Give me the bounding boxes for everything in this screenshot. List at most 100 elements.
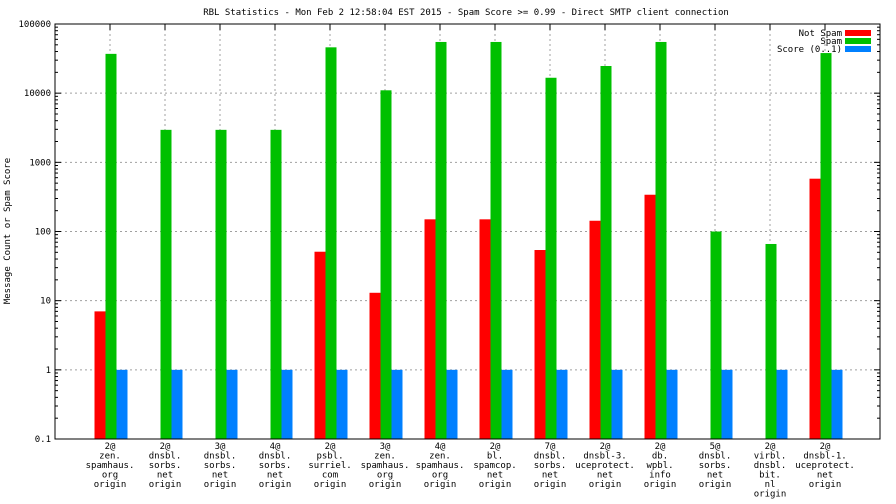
x-tick-label-line: origin: [259, 480, 292, 490]
axes: [54, 23, 881, 440]
bar-score-0-1: [831, 369, 843, 439]
y-axis-label: Message Count or Spam Score: [3, 158, 13, 304]
bar-not-spam: [314, 251, 326, 439]
x-tick-label-line: nl: [765, 480, 776, 490]
x-tick-label-line: uceprotect.: [575, 461, 635, 471]
bar-not-spam: [479, 219, 491, 439]
bar-score-0-1: [226, 369, 238, 439]
chart-title: RBL Statistics - Mon Feb 2 12:58:04 EST …: [203, 8, 729, 18]
x-tick-label-line: sorbs.: [699, 461, 732, 471]
x-tick-label-line: org: [377, 471, 393, 481]
bar-score-0-1: [721, 369, 733, 439]
x-tick-label-line: org: [102, 471, 118, 481]
bars: [94, 41, 843, 439]
x-tick-label: 2@ dnsbl-1. uceprotect. net origin: [795, 442, 855, 490]
x-tick-label: 3@ zen. spamhaus. org origin: [361, 442, 410, 490]
bar-score-0-1: [391, 369, 403, 439]
x-tick-label-line: bit.: [759, 471, 781, 481]
bar-not-spam: [369, 292, 381, 439]
y-tick-label: 1000: [29, 158, 51, 168]
bar-not-spam: [424, 219, 436, 439]
bar-score-0-1: [336, 369, 348, 439]
x-tick-label-line: 2@: [490, 442, 501, 452]
bar-score-0-1: [776, 369, 788, 439]
x-tick-label-line: 2@: [160, 442, 171, 452]
x-tick-label-line: 2@: [105, 442, 116, 452]
x-tick-label-line: sorbs.: [534, 461, 567, 471]
x-tick-label-line: surriel.: [308, 461, 351, 471]
x-tick-label-line: origin: [149, 480, 182, 490]
bar-spam: [600, 66, 612, 439]
x-tick-label-line: bl.: [487, 452, 503, 462]
x-tick-label-line: spamcop.: [473, 461, 516, 471]
legend-swatch: [845, 30, 871, 36]
x-tick-label-line: info: [649, 471, 671, 481]
x-tick-label-line: dnsbl.: [754, 461, 787, 471]
x-tick-label-line: origin: [479, 480, 512, 490]
bar-score-0-1: [171, 369, 183, 439]
x-tick-label-line: zen.: [429, 452, 451, 462]
x-tick-label-line: origin: [809, 480, 842, 490]
y-tick-label: 1: [46, 366, 51, 376]
y-tick-label: 0.1: [35, 435, 51, 445]
x-tick-label-line: org: [432, 471, 448, 481]
bar-not-spam: [589, 220, 601, 439]
bar-score-0-1: [611, 369, 623, 439]
legend-label: Not Spam: [799, 29, 842, 39]
x-tick-label: 4@ zen. spamhaus. org origin: [416, 442, 465, 490]
x-tick-label-line: db.: [652, 452, 668, 462]
x-tick-label-line: 2@: [655, 442, 666, 452]
x-tick-label-line: 2@: [600, 442, 611, 452]
bar-score-0-1: [281, 369, 293, 439]
x-tick-label-line: net: [707, 471, 723, 481]
legend-label: Spam: [820, 37, 842, 47]
x-tick-label: 7@ dnsbl. sorbs. net origin: [534, 442, 567, 490]
bar-score-0-1: [501, 369, 513, 439]
x-tick-label-line: net: [597, 471, 613, 481]
bar-spam: [710, 231, 722, 439]
x-tick-label-line: net: [157, 471, 173, 481]
plot-frame: [54, 23, 881, 440]
x-tick-label-line: origin: [644, 480, 677, 490]
x-tick-label: 2@ db. wpbl. info origin: [644, 442, 677, 490]
x-tick-label-line: 4@: [270, 442, 281, 452]
x-tick-label-line: dnsbl.: [259, 452, 292, 462]
x-tick-label: 4@ dnsbl. sorbs. net origin: [259, 442, 292, 490]
bar-score-0-1: [666, 369, 678, 439]
bar-spam: [435, 41, 447, 439]
bar-score-0-1: [116, 369, 128, 439]
x-tick-label-line: 5@: [710, 442, 721, 452]
x-tick-label-line: spamhaus.: [416, 461, 465, 471]
x-tick-label-line: net: [817, 471, 833, 481]
bar-spam: [270, 129, 282, 439]
x-tick-label-line: dnsbl-3.: [583, 452, 626, 462]
x-tick-label-line: origin: [94, 480, 127, 490]
legend-swatch: [845, 46, 871, 52]
x-tick-label-line: net: [267, 471, 283, 481]
bar-spam: [160, 129, 172, 439]
bar-not-spam: [809, 178, 821, 439]
x-tick-label-line: origin: [534, 480, 567, 490]
x-tick-label-line: 2@: [325, 442, 336, 452]
bar-not-spam: [644, 194, 656, 439]
x-tick-label-line: sorbs.: [204, 461, 237, 471]
bar-spam: [325, 47, 337, 439]
x-tick-label-line: spamhaus.: [361, 461, 410, 471]
x-tick-label-line: 3@: [380, 442, 391, 452]
x-tick-label-line: origin: [589, 480, 622, 490]
bar-spam: [820, 53, 832, 439]
bar-not-spam: [94, 311, 106, 439]
x-tick-label-line: 7@: [545, 442, 556, 452]
x-tick-label-line: psbl.: [316, 452, 343, 462]
x-tick-label: 2@ dnsbl. sorbs. net origin: [149, 442, 182, 490]
x-tick-label-line: origin: [314, 480, 347, 490]
y-tick-label: 100000: [18, 20, 51, 30]
x-tick-label-line: net: [487, 471, 503, 481]
bar-spam: [655, 41, 667, 439]
x-tick-label-line: sorbs.: [149, 461, 182, 471]
legend-label: Score (0..1): [777, 45, 842, 55]
bar-spam: [765, 243, 777, 439]
x-tick-label-line: uceprotect.: [795, 461, 855, 471]
x-tick-label-line: dnsbl.: [204, 452, 237, 462]
